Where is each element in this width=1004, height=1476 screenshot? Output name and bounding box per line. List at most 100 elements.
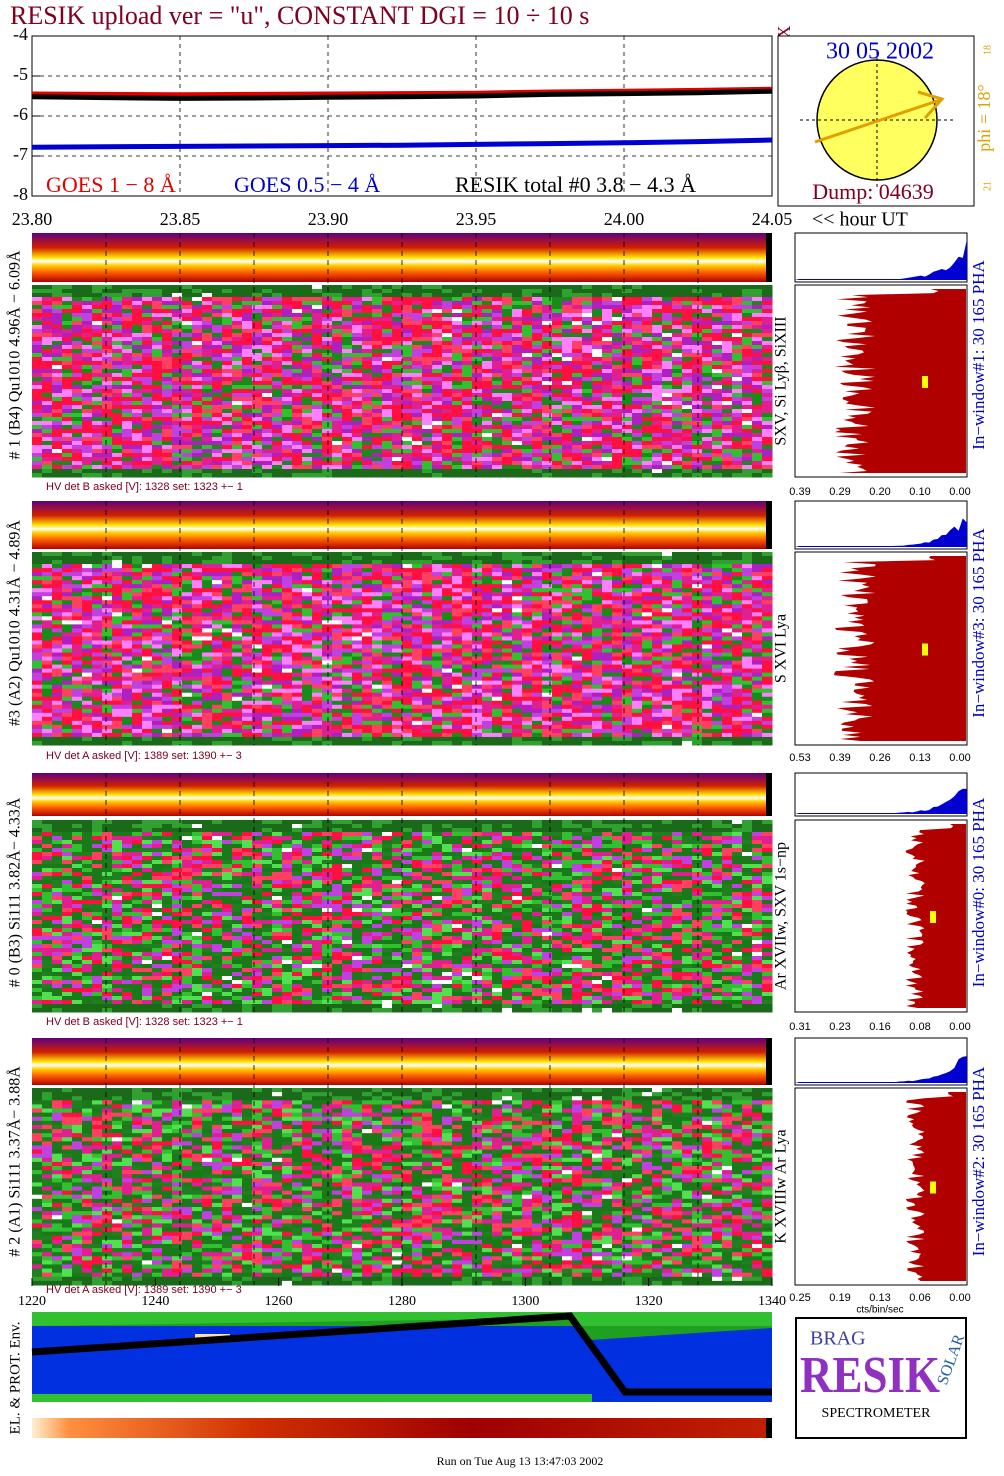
pixel xyxy=(322,385,333,390)
pixel xyxy=(492,469,503,474)
pixel xyxy=(692,313,703,318)
pixel xyxy=(602,453,613,458)
pixel xyxy=(292,377,303,382)
pixel xyxy=(172,580,183,585)
pixel xyxy=(242,556,253,561)
pixel xyxy=(182,584,193,589)
pixel xyxy=(132,297,143,302)
pixel xyxy=(282,556,293,561)
pixel xyxy=(212,600,223,605)
pixel xyxy=(262,409,273,414)
pixel xyxy=(432,381,443,386)
pixel xyxy=(62,413,73,418)
pixel xyxy=(552,397,563,402)
pixel xyxy=(632,373,643,378)
pixel xyxy=(422,465,433,470)
pixel xyxy=(442,337,453,342)
pixel xyxy=(692,449,703,454)
pixel xyxy=(72,357,83,362)
pixel xyxy=(142,552,153,557)
pixel xyxy=(622,588,633,593)
pixel xyxy=(52,465,63,470)
title: RESIK upload ver = "u", CONSTANT DGI = 1… xyxy=(10,1,589,30)
pixel xyxy=(642,449,653,454)
pixel xyxy=(482,297,493,302)
pixel xyxy=(702,337,713,342)
pixel xyxy=(142,297,153,302)
pixel xyxy=(252,361,263,366)
pixel xyxy=(162,333,173,338)
pixel xyxy=(112,321,123,326)
pixel xyxy=(432,401,443,406)
pixel xyxy=(482,600,493,605)
pixel xyxy=(762,592,773,597)
pixel xyxy=(122,568,133,573)
pixel xyxy=(672,572,683,577)
pixel xyxy=(662,361,673,366)
pixel xyxy=(62,580,73,585)
pixel xyxy=(32,457,43,462)
pixel xyxy=(162,349,173,354)
pixel xyxy=(92,325,103,330)
pixel xyxy=(592,612,603,617)
pixel xyxy=(682,393,693,398)
pixel xyxy=(162,385,173,390)
pixel xyxy=(262,469,273,474)
pixel xyxy=(752,429,763,434)
pixel xyxy=(742,433,753,438)
pixel xyxy=(702,309,713,314)
pixel xyxy=(142,397,153,402)
pixel xyxy=(222,429,233,434)
pixel xyxy=(762,612,773,617)
pixel xyxy=(332,405,343,410)
pixel xyxy=(282,349,293,354)
pixel xyxy=(202,353,213,358)
pixel xyxy=(292,373,303,378)
pixel xyxy=(422,365,433,370)
pixel xyxy=(522,453,533,458)
pixel xyxy=(152,321,163,326)
pixel xyxy=(432,285,443,290)
pixel xyxy=(682,453,693,458)
pixel xyxy=(362,301,373,306)
pixel xyxy=(722,612,733,617)
pixel xyxy=(432,469,443,474)
pixel xyxy=(222,405,233,410)
pixel xyxy=(42,580,53,585)
pixel xyxy=(362,421,373,426)
pixel xyxy=(72,361,83,366)
pixel xyxy=(232,309,243,314)
pixel xyxy=(32,445,43,450)
pixel xyxy=(322,556,333,561)
pixel xyxy=(142,580,153,585)
pixel xyxy=(212,361,223,366)
pixel xyxy=(382,612,393,617)
pixel xyxy=(82,369,93,374)
pixel xyxy=(72,373,83,378)
pixel xyxy=(192,361,203,366)
pixel xyxy=(552,309,563,314)
pixel xyxy=(362,317,373,322)
pixel xyxy=(52,596,63,601)
pixel xyxy=(572,604,583,609)
pixel xyxy=(712,345,723,350)
pixel xyxy=(232,289,243,294)
pixel xyxy=(602,433,613,438)
pixel xyxy=(402,592,413,597)
pixel xyxy=(282,289,293,294)
pixel xyxy=(672,309,683,314)
pixel xyxy=(642,588,653,593)
pixel xyxy=(672,473,683,478)
pixel xyxy=(72,365,83,370)
pixel xyxy=(202,329,213,334)
pixel xyxy=(562,353,573,358)
pixel xyxy=(672,556,683,561)
pixel xyxy=(682,345,693,350)
pixel xyxy=(62,349,73,354)
pixel xyxy=(642,297,653,302)
spectrogram xyxy=(32,285,773,478)
pixel xyxy=(482,305,493,310)
pixel xyxy=(32,596,43,601)
pixel xyxy=(272,417,283,422)
pixel xyxy=(182,568,193,573)
